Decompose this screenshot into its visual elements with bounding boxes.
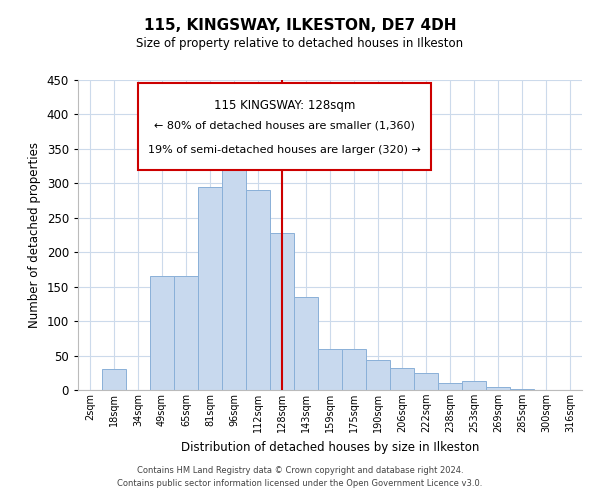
Bar — [246, 190, 270, 390]
Bar — [462, 381, 486, 390]
Bar — [366, 360, 390, 390]
Bar — [102, 370, 126, 390]
Bar — [486, 386, 510, 390]
Bar — [438, 383, 462, 390]
Text: 115 KINGSWAY: 128sqm: 115 KINGSWAY: 128sqm — [214, 98, 355, 112]
Bar — [510, 388, 534, 390]
Text: 115, KINGSWAY, ILKESTON, DE7 4DH: 115, KINGSWAY, ILKESTON, DE7 4DH — [144, 18, 456, 32]
Bar — [222, 135, 246, 390]
Bar — [174, 276, 198, 390]
Text: Size of property relative to detached houses in Ilkeston: Size of property relative to detached ho… — [136, 38, 464, 51]
Bar — [294, 297, 318, 390]
X-axis label: Distribution of detached houses by size in Ilkeston: Distribution of detached houses by size … — [181, 440, 479, 454]
Y-axis label: Number of detached properties: Number of detached properties — [28, 142, 41, 328]
Bar — [198, 187, 222, 390]
Text: ← 80% of detached houses are smaller (1,360): ← 80% of detached houses are smaller (1,… — [154, 120, 415, 130]
Bar — [390, 368, 414, 390]
Bar — [150, 276, 174, 390]
Text: Contains HM Land Registry data © Crown copyright and database right 2024.
Contai: Contains HM Land Registry data © Crown c… — [118, 466, 482, 487]
FancyBboxPatch shape — [139, 83, 431, 170]
Bar — [318, 348, 342, 390]
Text: 19% of semi-detached houses are larger (320) →: 19% of semi-detached houses are larger (… — [148, 145, 421, 155]
Bar — [414, 373, 438, 390]
Bar — [270, 233, 294, 390]
Bar — [342, 348, 366, 390]
